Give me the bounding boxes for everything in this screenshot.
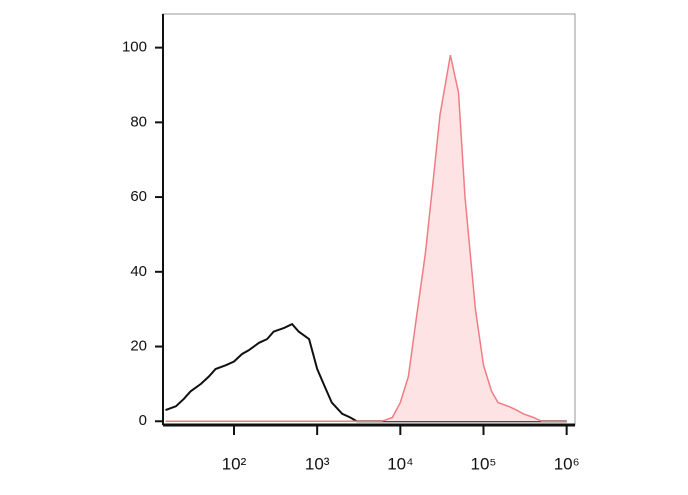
x-tick-label: 10² [222,454,247,473]
histogram-line [165,54,567,423]
x-tick-label: 10⁶ [554,454,580,473]
y-tick-label: 20 [130,338,147,355]
y-tick-label: 60 [130,188,147,205]
plot-frame [162,13,576,426]
y-tick-label: 80 [130,113,147,130]
histogram-area [165,55,567,422]
x-tick-label: 10⁴ [387,454,413,473]
x-tick-label: 10⁵ [471,454,497,473]
y-tick-label: 100 [122,39,147,56]
y-tick-label: 40 [130,263,147,280]
x-tick-label: 10³ [305,454,330,473]
y-tick-label: 0 [139,412,147,429]
